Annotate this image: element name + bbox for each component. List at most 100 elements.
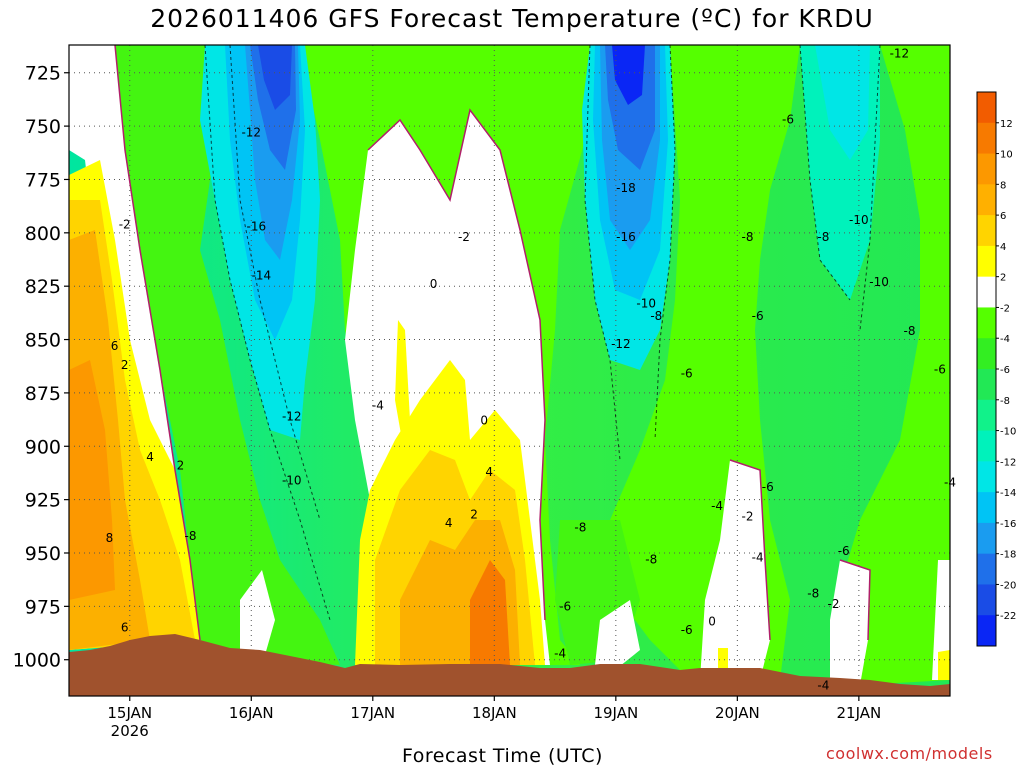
warm-edge	[938, 650, 950, 680]
colorbar-swatch	[977, 430, 996, 462]
grid	[69, 45, 950, 696]
warm-center-spike	[395, 320, 410, 440]
contour-label: -10	[636, 296, 656, 310]
contour-label: -8	[185, 529, 197, 543]
contour-label: -10	[282, 473, 302, 487]
contour-label: -12	[890, 47, 910, 61]
contour-label: -6	[838, 544, 850, 558]
colorbar-swatch	[977, 276, 996, 308]
zero-region-16jan	[240, 570, 275, 655]
contour-label: -14	[252, 269, 272, 283]
colorbar-swatch	[977, 492, 996, 524]
x-tick-sublabel: 2026	[111, 722, 149, 740]
x-tick-label: 16JAN	[229, 704, 274, 722]
contour-label: 0	[480, 414, 488, 428]
contour-label: 0	[430, 277, 438, 291]
colorbar-swatch	[977, 184, 996, 216]
contour-label: -6	[681, 367, 693, 381]
zero-contours	[114, 45, 871, 641]
cold-core-2e	[612, 45, 645, 105]
warm-left-8	[69, 360, 115, 600]
colorbar-tick-label: 8	[1000, 180, 1006, 191]
colorbar-tick-label: -20	[1000, 580, 1016, 591]
x-tick-label: 21JAN	[836, 704, 881, 722]
colorbar-tick-label: -22	[1000, 611, 1016, 622]
x-tick-label: 19JAN	[593, 704, 638, 722]
contour-label: 6	[121, 621, 129, 635]
contour-label: -16	[247, 219, 267, 233]
contour-label: 4	[146, 450, 154, 464]
y-tick-label: 975	[25, 596, 61, 618]
zero-region-edge	[932, 560, 950, 680]
contour-label: -6	[762, 480, 774, 494]
colorbar-tick-label: 10	[1000, 150, 1013, 161]
y-tick-label: 750	[25, 116, 61, 138]
colorbar-tick-label: 4	[1000, 242, 1006, 253]
contour-label: -12	[611, 337, 631, 351]
colorbar-tick-label: -14	[1000, 488, 1016, 499]
colorbar-swatch	[977, 615, 996, 647]
y-tick-label: 900	[25, 436, 61, 458]
contour-label: -8	[904, 324, 916, 338]
y-tick-label: 775	[25, 169, 61, 191]
contour-label: -10	[869, 275, 889, 289]
contour-label: 0	[708, 614, 716, 628]
contour-label: 4	[485, 465, 493, 479]
colorbar-swatch	[977, 122, 996, 155]
zero-region-20jan	[700, 460, 770, 680]
contour-label: -2	[458, 230, 470, 244]
contour-label: -2	[828, 597, 840, 611]
contour-label: 2	[177, 458, 185, 472]
y-tick-label: 875	[25, 383, 61, 405]
contour-label: 2	[470, 508, 478, 522]
colorbar-swatch	[977, 153, 996, 185]
ground-terrain	[69, 634, 950, 696]
contour-label: -4	[752, 550, 764, 564]
contour-label: -8	[817, 230, 829, 244]
contour-label: -6	[782, 113, 794, 127]
colorbar-tick-label: -12	[1000, 457, 1016, 468]
contour-label: -12	[241, 126, 261, 140]
y-tick-label: 925	[25, 490, 61, 512]
contour-label: -18	[616, 181, 636, 195]
contour-label: -8	[650, 309, 662, 323]
y-tick-label: 1000	[13, 650, 61, 672]
contour-labels: -12-12-6-2 -16-18-10-2 -16 -8 -8-140 -10-10-8…	[106, 47, 956, 693]
y-tick-label: 725	[25, 63, 61, 85]
warm-20jan	[718, 648, 728, 668]
zero-region-21jan	[830, 560, 870, 685]
colorbar-swatch	[977, 584, 996, 616]
contour-label: -6	[559, 599, 571, 613]
contour-label: -10	[849, 213, 869, 227]
y-tick-label: 800	[25, 223, 61, 245]
contour-label: -8	[807, 587, 819, 601]
contour-label: -2	[741, 510, 753, 524]
zero-region-19jan	[595, 600, 640, 670]
y-tick-label: 950	[25, 543, 61, 565]
colorbar-tick-label: -2	[1000, 303, 1010, 314]
plot-frame	[68, 44, 951, 697]
contour-label: -2	[119, 217, 131, 231]
contour-label: -8	[741, 230, 753, 244]
colorbar-swatch	[977, 522, 996, 555]
colorbar-tick-label: -8	[1000, 396, 1010, 407]
cool-patch-right-b	[815, 45, 870, 160]
credit-link[interactable]: coolwx.com/models	[826, 744, 993, 763]
contour-label: 4	[445, 516, 453, 530]
contour-label: 6	[111, 339, 119, 353]
colorbar-swatch	[977, 307, 996, 339]
contour-label: -6	[681, 623, 693, 637]
contour-label: -4	[372, 399, 384, 413]
x-tick-label: 17JAN	[350, 704, 395, 722]
y-tick-label: 825	[25, 276, 61, 298]
contour-label: -4	[817, 678, 829, 692]
colorbar-swatch	[977, 553, 996, 585]
colorbar-tick-label: -16	[1000, 519, 1016, 530]
colorbar-tick-label: -4	[1000, 334, 1010, 345]
contour-label: -12	[282, 409, 302, 423]
contour-label: -4	[554, 646, 566, 660]
colorbar-tick-label: -6	[1000, 365, 1010, 376]
contour-label: -6	[934, 362, 946, 376]
colorbar-swatch	[977, 245, 996, 278]
